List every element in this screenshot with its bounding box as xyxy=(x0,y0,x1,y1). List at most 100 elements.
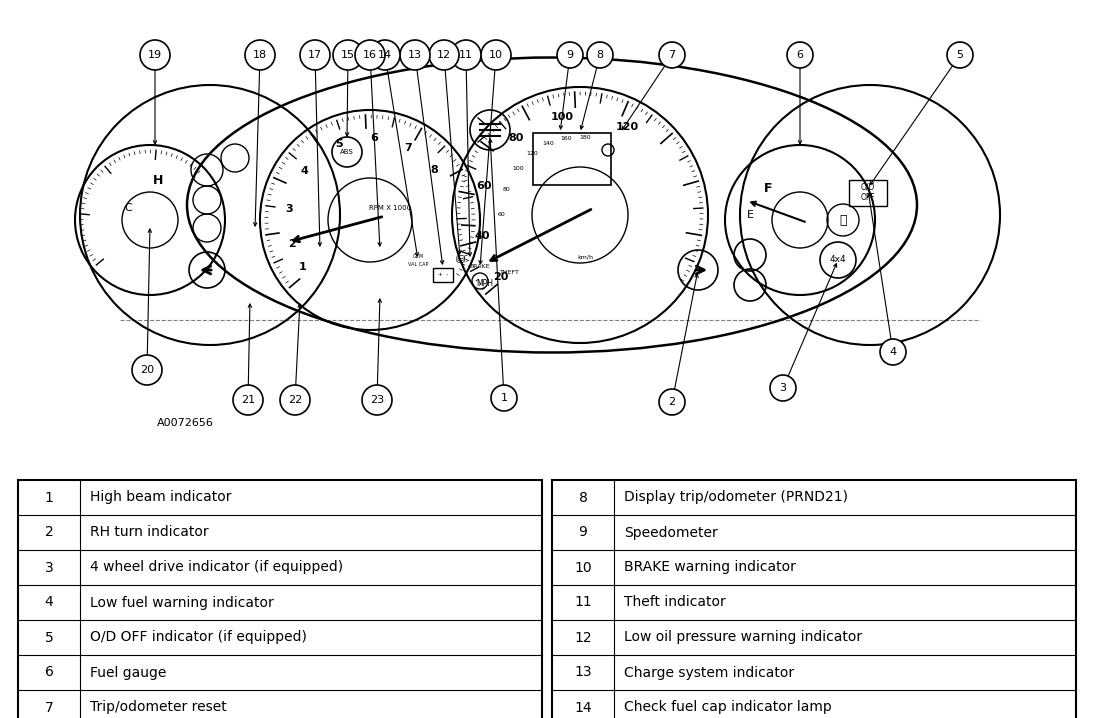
Text: 21: 21 xyxy=(241,395,255,405)
Text: 5: 5 xyxy=(956,50,964,60)
Text: 3: 3 xyxy=(44,561,53,574)
Text: 13: 13 xyxy=(408,50,422,60)
Text: 6: 6 xyxy=(370,133,379,143)
Circle shape xyxy=(233,385,263,415)
Text: Charge system indicator: Charge system indicator xyxy=(624,666,794,679)
Text: 20: 20 xyxy=(140,365,155,375)
Text: BRAKE warning indicator: BRAKE warning indicator xyxy=(624,561,796,574)
Text: 7: 7 xyxy=(44,701,53,714)
Text: 120: 120 xyxy=(527,151,538,156)
Text: 6: 6 xyxy=(44,666,53,679)
Text: Speedometer: Speedometer xyxy=(624,526,718,539)
Circle shape xyxy=(132,355,162,385)
Text: 22: 22 xyxy=(288,395,302,405)
Text: 3: 3 xyxy=(285,204,293,213)
Text: 10: 10 xyxy=(574,561,592,574)
Circle shape xyxy=(491,385,517,411)
Text: 4: 4 xyxy=(300,166,308,176)
Bar xyxy=(18,480,542,718)
Text: 8: 8 xyxy=(431,164,438,174)
Circle shape xyxy=(362,385,392,415)
Text: 180: 180 xyxy=(580,135,592,140)
Circle shape xyxy=(140,40,170,70)
Text: 11: 11 xyxy=(574,595,592,610)
Text: 19: 19 xyxy=(148,50,162,60)
Text: 100: 100 xyxy=(551,111,574,121)
Text: 15: 15 xyxy=(341,50,355,60)
Text: 7: 7 xyxy=(405,143,413,153)
Text: 3: 3 xyxy=(779,383,786,393)
Text: GEM: GEM xyxy=(413,254,424,259)
Circle shape xyxy=(280,385,310,415)
Text: ⛁: ⛁ xyxy=(455,255,465,265)
Text: 40: 40 xyxy=(475,230,490,241)
Text: 4: 4 xyxy=(890,347,896,357)
Text: RH turn indicator: RH turn indicator xyxy=(91,526,209,539)
Text: 1: 1 xyxy=(44,490,53,505)
Text: RPM X 1000: RPM X 1000 xyxy=(369,205,411,211)
Text: km/h: km/h xyxy=(577,254,593,259)
Text: 8: 8 xyxy=(596,50,604,60)
Text: Low oil pressure warning indicator: Low oil pressure warning indicator xyxy=(624,630,862,645)
Text: 2: 2 xyxy=(288,239,296,249)
Text: 16: 16 xyxy=(363,50,376,60)
Text: 11: 11 xyxy=(459,50,473,60)
Text: ABS: ABS xyxy=(340,149,354,155)
Text: F: F xyxy=(764,182,773,195)
Text: 14: 14 xyxy=(378,50,392,60)
Text: Trip/odometer reset: Trip/odometer reset xyxy=(91,701,226,714)
Text: THEFT: THEFT xyxy=(500,269,520,274)
Text: 60: 60 xyxy=(477,181,492,191)
Text: 14: 14 xyxy=(574,701,592,714)
Text: O/D
OFF: O/D OFF xyxy=(861,182,875,202)
Text: Fuel gauge: Fuel gauge xyxy=(91,666,167,679)
Text: 5: 5 xyxy=(336,139,343,149)
Text: 100: 100 xyxy=(512,166,523,171)
Text: ⛽: ⛽ xyxy=(839,213,847,226)
Circle shape xyxy=(370,40,400,70)
Text: 160: 160 xyxy=(561,136,572,141)
Text: H: H xyxy=(152,174,163,187)
Text: 13: 13 xyxy=(574,666,592,679)
Text: 120: 120 xyxy=(615,122,638,131)
Text: BRAKE: BRAKE xyxy=(469,264,490,269)
Text: 4 wheel drive indicator (if equipped): 4 wheel drive indicator (if equipped) xyxy=(91,561,343,574)
Text: 17: 17 xyxy=(308,50,322,60)
Text: 140: 140 xyxy=(542,141,554,146)
Circle shape xyxy=(558,42,583,68)
Text: 23: 23 xyxy=(370,395,384,405)
Text: High beam indicator: High beam indicator xyxy=(91,490,232,505)
Text: 12: 12 xyxy=(437,50,452,60)
Text: +  -: + - xyxy=(438,273,448,277)
Text: VAL CAP: VAL CAP xyxy=(407,263,428,268)
Text: MPH: MPH xyxy=(477,279,493,287)
Text: 4x4: 4x4 xyxy=(830,256,847,264)
Text: 1: 1 xyxy=(500,393,508,403)
Circle shape xyxy=(355,40,385,70)
Text: 1: 1 xyxy=(299,262,307,272)
Text: Check fuel cap indicator lamp: Check fuel cap indicator lamp xyxy=(624,701,831,714)
Text: 5: 5 xyxy=(44,630,53,645)
Text: 8: 8 xyxy=(578,490,587,505)
Text: E: E xyxy=(746,210,754,220)
Circle shape xyxy=(481,40,511,70)
Text: 18: 18 xyxy=(253,50,267,60)
Text: 10: 10 xyxy=(489,50,503,60)
Text: O/D OFF indicator (if equipped): O/D OFF indicator (if equipped) xyxy=(91,630,307,645)
Circle shape xyxy=(452,40,481,70)
Text: C: C xyxy=(124,203,131,213)
Circle shape xyxy=(587,42,613,68)
Text: 9: 9 xyxy=(578,526,587,539)
Circle shape xyxy=(400,40,429,70)
Text: Display trip/odometer (PRND21): Display trip/odometer (PRND21) xyxy=(624,490,848,505)
Text: 12: 12 xyxy=(574,630,592,645)
Bar xyxy=(552,480,1076,718)
Text: 80: 80 xyxy=(508,134,523,144)
Text: 4: 4 xyxy=(44,595,53,610)
Text: 9: 9 xyxy=(566,50,574,60)
Text: 2: 2 xyxy=(668,397,676,407)
Circle shape xyxy=(880,339,906,365)
Text: 20: 20 xyxy=(493,271,509,281)
Text: 2: 2 xyxy=(44,526,53,539)
Circle shape xyxy=(947,42,973,68)
